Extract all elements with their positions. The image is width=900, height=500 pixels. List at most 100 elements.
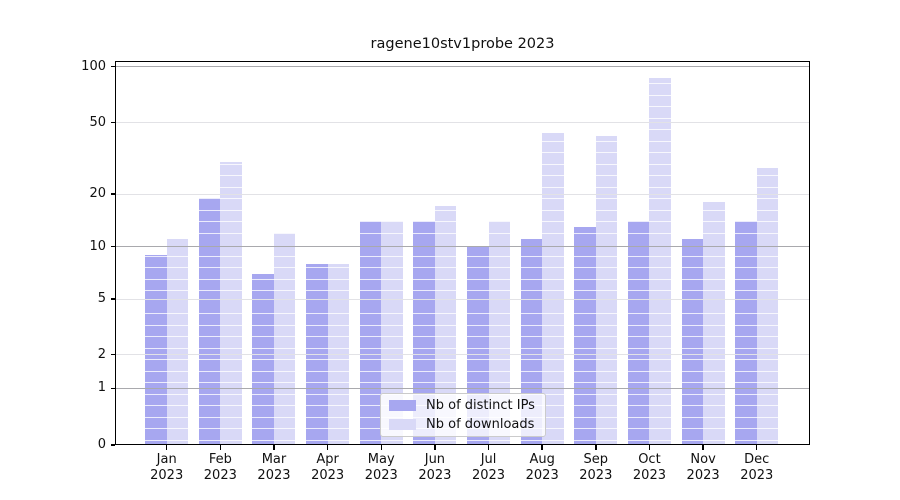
chart-title: ragene10stv1probe 2023 — [370, 36, 555, 52]
y-tick-label-100: 100 — [81, 58, 106, 74]
legend-swatch-distinct-ips — [389, 400, 416, 412]
x-tick-label-7: Aug 2023 — [525, 452, 559, 483]
x-tick-2 — [273, 445, 275, 450]
gridline-y-1 — [115, 387, 810, 389]
y-tick-0 — [111, 444, 115, 446]
bar-distinct-ips-11 — [735, 221, 757, 445]
gridline-minor — [115, 83, 810, 85]
legend-row-distinct-ips: Nb of distinct IPs — [389, 397, 537, 415]
x-tick-10 — [702, 445, 704, 450]
gridline-minor — [115, 290, 810, 292]
x-tick-1 — [219, 445, 222, 450]
y-tick-label-50: 50 — [89, 114, 106, 130]
bar-distinct-ips-1 — [198, 197, 221, 445]
y-tick-label-0: 0 — [97, 437, 106, 452]
gridline-y-100 — [115, 66, 810, 68]
x-tick-label-10: Nov 2023 — [686, 452, 720, 483]
gridline-minor — [115, 382, 810, 384]
gridline-minor — [115, 439, 810, 441]
bar-distinct-ips-5 — [413, 221, 435, 445]
gridline-minor — [115, 152, 810, 154]
gridline-minor — [115, 359, 810, 361]
bar-distinct-ips-4 — [359, 221, 382, 445]
legend: Nb of distinct IPs Nb of downloads — [380, 393, 546, 437]
x-tick-label-9: Oct 2023 — [632, 452, 666, 483]
y-tick-100 — [111, 66, 115, 68]
x-tick-label-5: Jun 2023 — [418, 452, 452, 483]
bar-downloads-1 — [220, 162, 242, 445]
bar-distinct-ips-0 — [145, 254, 167, 445]
gridline-minor — [115, 198, 810, 200]
x-tick-label-6: Jul 2023 — [471, 452, 506, 483]
x-tick-11 — [756, 445, 758, 450]
gridline-minor — [115, 186, 810, 188]
y-tick-20 — [111, 193, 115, 195]
gridline-minor — [115, 94, 810, 96]
gridline-minor — [115, 347, 810, 349]
bar-downloads-10 — [703, 202, 725, 445]
y-tick-label-5: 5 — [97, 291, 106, 306]
x-tick-label-11: Dec 2023 — [740, 452, 774, 483]
bar-downloads-2 — [273, 232, 296, 445]
x-tick-label-0: Jan 2023 — [150, 452, 184, 483]
x-tick-8 — [595, 445, 597, 450]
legend-row-downloads: Nb of downloads — [389, 415, 537, 433]
gridline-y-10 — [115, 246, 810, 248]
gridline-minor — [115, 140, 810, 142]
bar-downloads-9 — [649, 77, 671, 445]
gridline-minor — [115, 324, 810, 326]
gridline-minor — [115, 71, 810, 73]
y-tick-label-20: 20 — [89, 186, 106, 201]
y-tick-10 — [111, 246, 115, 248]
bar-downloads-4 — [381, 221, 403, 445]
gridline-y-20 — [115, 193, 810, 195]
bar-downloads-7 — [542, 132, 564, 445]
x-tick-6 — [487, 445, 490, 450]
y-tick-2 — [111, 354, 115, 356]
gridline-minor — [115, 255, 810, 257]
y-tick-label-10: 10 — [89, 238, 106, 254]
gridline-minor — [115, 209, 810, 211]
y-tick-label-1: 1 — [97, 380, 106, 396]
x-tick-label-3: Apr 2023 — [311, 452, 345, 483]
gridline-y-5 — [115, 298, 810, 300]
y-tick-label-2: 2 — [97, 346, 106, 362]
x-tick-9 — [648, 445, 651, 450]
legend-swatch-downloads — [389, 418, 416, 430]
bar-distinct-ips-9 — [627, 221, 650, 445]
gridline-minor — [115, 278, 810, 280]
gridline-minor — [115, 313, 810, 315]
x-tick-label-8: Sep 2023 — [579, 452, 613, 483]
bar-distinct-ips-10 — [681, 239, 704, 445]
bar-downloads-0 — [166, 239, 189, 445]
x-tick-label-4: May 2023 — [364, 452, 398, 483]
gridline-minor — [115, 129, 810, 131]
y-tick-5 — [111, 298, 115, 300]
gridline-y-2 — [115, 354, 810, 356]
y-tick-1 — [111, 387, 115, 389]
x-tick-3 — [326, 445, 329, 450]
gridline-minor — [115, 336, 810, 338]
gridline-minor — [115, 370, 810, 372]
legend-label-downloads: Nb of downloads — [426, 416, 535, 432]
gridline-minor — [115, 106, 810, 108]
gridline-y-50 — [115, 122, 810, 124]
gridline-minor — [115, 163, 810, 165]
bar-distinct-ips-8 — [574, 226, 596, 445]
x-tick-label-2: Mar 2023 — [257, 452, 291, 483]
x-tick-7 — [541, 445, 543, 450]
gridline-minor — [115, 117, 810, 119]
y-tick-50 — [111, 122, 115, 124]
x-tick-label-1: Feb 2023 — [203, 452, 237, 483]
x-tick-4 — [380, 445, 382, 450]
bar-downloads-11 — [756, 167, 779, 445]
gridline-minor — [115, 221, 810, 223]
bar-downloads-6 — [488, 221, 511, 445]
gridline-minor — [115, 267, 810, 269]
legend-label-distinct-ips: Nb of distinct IPs — [426, 398, 535, 414]
x-tick-0 — [166, 445, 168, 450]
x-tick-5 — [434, 445, 436, 450]
gridline-minor — [115, 175, 810, 177]
gridline-minor — [115, 232, 810, 234]
